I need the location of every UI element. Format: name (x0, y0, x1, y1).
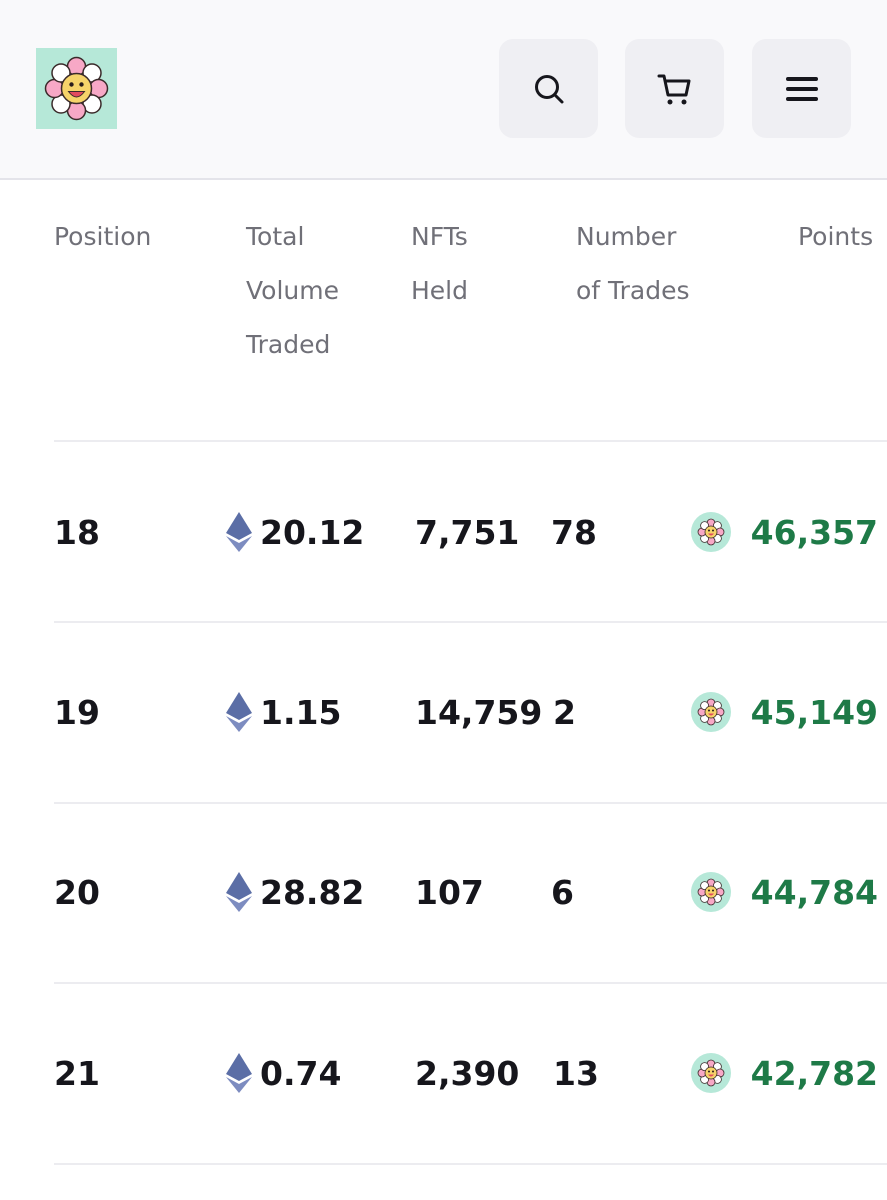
position-cell: 21 (54, 1053, 100, 1093)
volume-cell: 1.15 (226, 622, 341, 802)
column-header-position: Position (54, 222, 152, 251)
eth-icon (226, 872, 252, 912)
trades-cell: 6 (551, 872, 574, 912)
trades-cell: 13 (553, 1053, 599, 1093)
volume-value: 20.12 (260, 512, 365, 552)
volume-value: 28.82 (260, 872, 365, 912)
eth-icon (226, 512, 252, 552)
search-button[interactable] (499, 39, 598, 138)
flower-logo[interactable] (36, 48, 117, 129)
row-divider (54, 440, 887, 442)
position-cell: 20 (54, 872, 100, 912)
points-value: 45,149 (750, 692, 878, 732)
column-header-volume: Total Volume Traded (246, 222, 339, 359)
cart-button[interactable] (625, 39, 724, 138)
column-header-points: Points (798, 222, 874, 251)
table-row[interactable]: 18 20.12 7,751 78 46,357 (0, 442, 887, 622)
volume-value: 1.15 (260, 692, 342, 732)
top-header (0, 0, 887, 180)
points-cell: 45,149 (690, 622, 878, 802)
points-value: 46,357 (750, 512, 878, 552)
position-cell: 19 (54, 692, 100, 732)
cart-icon (657, 74, 690, 104)
row-divider (54, 1163, 887, 1165)
points-value: 44,784 (750, 872, 878, 912)
nfts-cell: 2,390 (415, 1053, 520, 1093)
flower-logo-icon (44, 56, 109, 121)
column-header-nfts: NFTs Held (411, 222, 468, 305)
nfts-cell: 7,751 (415, 512, 520, 552)
volume-cell: 20.12 (226, 442, 364, 622)
nfts-cell: 107 (415, 872, 484, 912)
points-value: 42,782 (750, 1053, 878, 1093)
row-divider (54, 982, 887, 984)
hamburger-menu-icon (785, 76, 818, 101)
nfts-cell: 14,759 (415, 692, 543, 732)
flower-avatar-icon (690, 1053, 731, 1093)
table-row[interactable]: 19 1.15 14,759 2 45,149 (0, 622, 887, 802)
flower-avatar-icon (690, 512, 731, 552)
table-row[interactable]: 21 0.74 2,390 13 42,782 (0, 983, 887, 1163)
eth-icon (226, 692, 252, 732)
trades-cell: 2 (553, 692, 576, 732)
table-row[interactable]: 20 28.82 107 6 44,784 (0, 802, 887, 982)
volume-value: 0.74 (260, 1053, 342, 1093)
volume-cell: 28.82 (226, 802, 364, 982)
trades-cell: 78 (551, 512, 597, 552)
menu-button[interactable] (752, 39, 851, 138)
flower-avatar-icon (690, 692, 731, 732)
points-cell: 46,357 (690, 442, 878, 622)
row-divider (54, 621, 887, 623)
search-icon (534, 74, 563, 103)
flower-avatar-icon (690, 872, 731, 912)
row-divider (54, 802, 887, 804)
volume-cell: 0.74 (226, 983, 341, 1163)
position-cell: 18 (54, 512, 100, 552)
points-cell: 44,784 (690, 802, 878, 982)
eth-icon (226, 1053, 252, 1093)
column-header-trades: Number of Trades (576, 222, 690, 305)
points-cell: 42,782 (690, 983, 878, 1163)
